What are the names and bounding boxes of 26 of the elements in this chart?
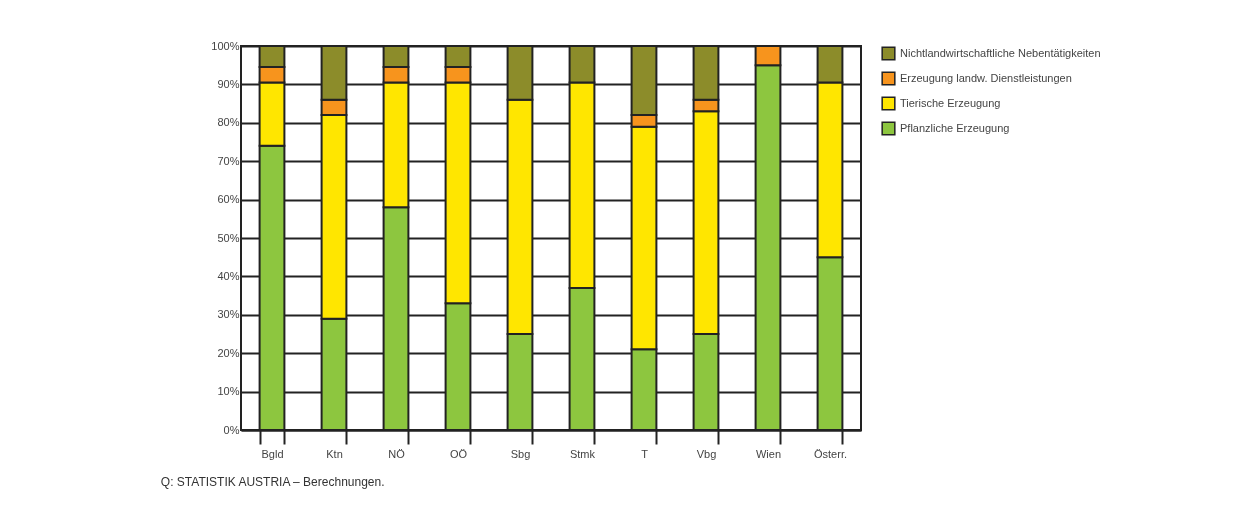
y-tick-label: 20% xyxy=(217,346,240,359)
y-tick-label: 70% xyxy=(217,154,240,167)
x-tick-label: Wien xyxy=(755,447,782,460)
x-tick-label: Ktn xyxy=(326,447,343,460)
y-tick-label: 30% xyxy=(217,308,240,321)
x-tick-label: OÖ xyxy=(449,447,468,460)
y-tick-label: 10% xyxy=(217,385,240,398)
x-tick-label: Sbg xyxy=(510,447,531,460)
x-tick-label: NÖ xyxy=(388,447,406,460)
legend-label: Tierische Erzeugung xyxy=(900,96,1001,109)
legend-label: Nichtlandwirtschaftliche Nebentätigkeiten xyxy=(900,46,1101,59)
y-tick-label: 40% xyxy=(217,269,240,282)
y-tick-label: 100% xyxy=(211,39,240,52)
x-tick-label: Bgld xyxy=(261,447,284,460)
legend-label: Pflanzliche Erzeugung xyxy=(900,121,1010,134)
y-tick-label: 60% xyxy=(217,193,240,206)
y-tick-label: 0% xyxy=(223,423,240,436)
x-tick-label: T xyxy=(641,447,649,460)
y-tick-label: 50% xyxy=(217,231,240,244)
x-tick-label: Österr. xyxy=(813,447,848,460)
x-tick-label: Stmk xyxy=(569,447,596,460)
y-tick-label: 80% xyxy=(217,116,240,129)
text: Q: STATISTIK AUSTRIA – Berechnungen. xyxy=(160,475,385,489)
legend-label: Erzeugung landw. Dienstleistungen xyxy=(900,71,1072,84)
x-tick-label: Vbg xyxy=(696,447,717,460)
y-tick-label: 90% xyxy=(217,77,240,90)
